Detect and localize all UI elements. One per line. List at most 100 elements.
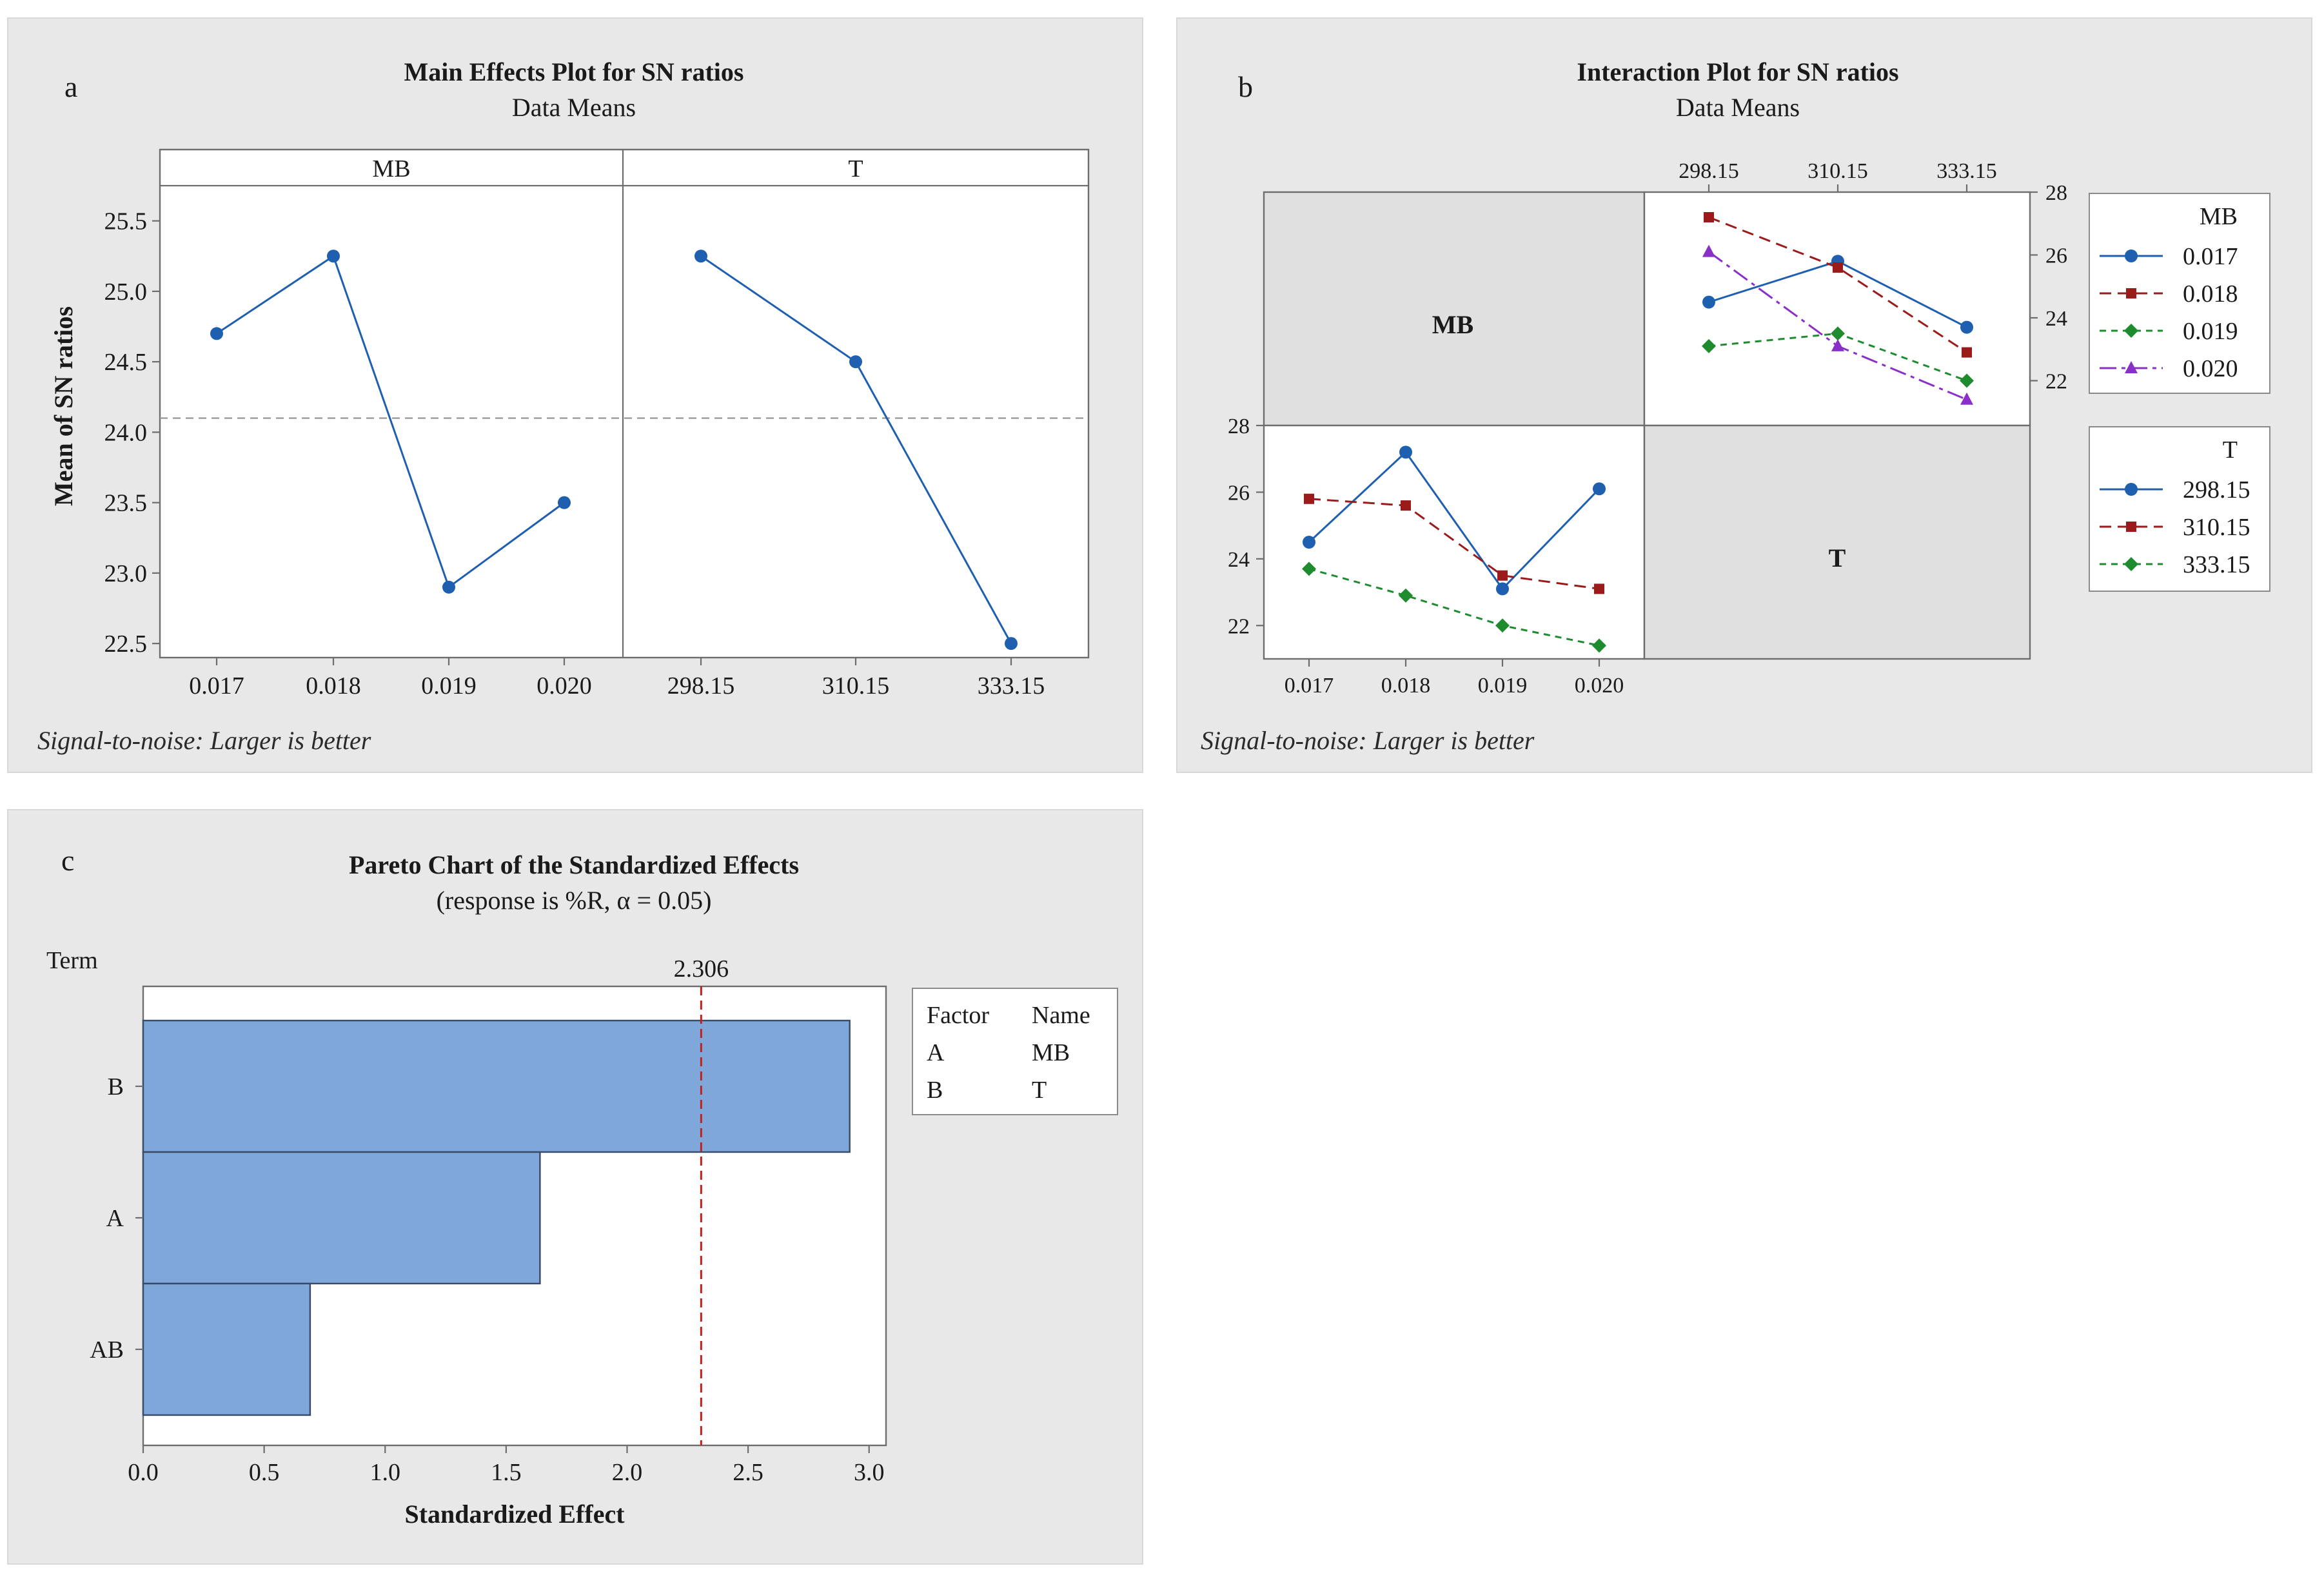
y-tick-label: 22.5 [104, 631, 148, 658]
data-point [1704, 212, 1714, 222]
data-point [1592, 638, 1606, 653]
data-point [1401, 500, 1411, 511]
data-point [327, 249, 340, 263]
data-point [1399, 588, 1413, 603]
panel-a-x-axis: 0.017 0.018 0.019 0.020 298.15 310.15 333.15 [189, 658, 1045, 699]
bottom-x-tick-label: 0.017 [1285, 674, 1334, 698]
diag-label-mb: MB [1432, 310, 1473, 339]
legend-item-label: 0.020 [2183, 355, 2238, 382]
panel-a-ylabel: Mean of SN ratios [49, 306, 78, 506]
legend-mb-box [2089, 193, 2270, 394]
factor-legend-row-a-factor: A [927, 1039, 945, 1066]
panel-b-axes: 298.15 310.15 333.15 22 24 26 28 0.017 0.018 0.01… [1228, 159, 2067, 698]
data-point [1960, 373, 1974, 388]
panel-a-title: Main Effects Plot for SN ratios [404, 57, 744, 86]
data-point [442, 580, 455, 594]
legend-swatch-marker [2125, 249, 2138, 262]
bar-a [142, 1151, 541, 1285]
factor-legend-header-factor: Factor [927, 1002, 989, 1029]
data-point [1304, 493, 1314, 504]
y-tick-label: 23.0 [104, 560, 148, 587]
data-point [1593, 482, 1606, 496]
y-tick-label: 25.5 [104, 208, 148, 235]
panel-b-series [1302, 212, 1974, 653]
legend-item-label: 333.15 [2183, 551, 2250, 578]
data-point [1960, 392, 1973, 405]
x-tick-label: 2.0 [612, 1459, 643, 1486]
panel-c-x-axis: 0.0 0.5 1.0 1.5 2.0 2.5 3.0 [128, 1445, 884, 1486]
panel-c-title: Pareto Chart of the Standardized Effects [349, 850, 799, 879]
legend-swatch-marker [2126, 288, 2136, 298]
y-tick-label: 23.5 [104, 490, 148, 517]
data-point [1497, 570, 1508, 581]
x-tick-label: 3.0 [854, 1459, 885, 1486]
panel-a-subtitle: Data Means [512, 93, 636, 122]
facet-label-mb: MB [372, 155, 410, 182]
factor-legend-row-a-name: MB [1032, 1039, 1070, 1066]
cell-mb-diagonal [1263, 191, 1646, 427]
legend-item-label: 0.017 [2183, 243, 2238, 270]
y-tick-label: 24.0 [104, 419, 148, 446]
legend-item-label: 298.15 [2183, 476, 2250, 504]
data-point [558, 496, 571, 509]
y-tick-label: 25.0 [104, 279, 148, 306]
x-tick-label: 333.15 [978, 672, 1045, 699]
top-x-tick-label: 333.15 [1936, 159, 1997, 183]
data-point [1833, 262, 1843, 273]
x-tick-label: 0.019 [421, 672, 477, 699]
x-tick-label: 0.018 [306, 672, 361, 699]
x-tick-label: 298.15 [667, 672, 735, 699]
data-point [1702, 295, 1715, 309]
left-y-tick-label: 26 [1228, 481, 1250, 505]
panel-a-series [210, 249, 1018, 650]
factor-legend-row-b-name: T [1032, 1077, 1047, 1104]
cell-bottom-left [1263, 424, 1646, 660]
factor-legend-header-name: Name [1032, 1002, 1090, 1029]
top-x-tick-label: 298.15 [1679, 159, 1739, 183]
data-point [1831, 338, 1844, 351]
x-tick-label: 1.5 [491, 1459, 522, 1486]
panel-b-title: Interaction Plot for SN ratios [1577, 57, 1898, 86]
right-y-tick-label: 28 [2045, 181, 2067, 205]
cell-top-right [1643, 191, 2031, 427]
bottom-x-tick-label: 0.018 [1381, 674, 1431, 698]
data-point [1702, 244, 1715, 257]
bar-ab [142, 1282, 311, 1416]
right-y-tick-label: 24 [2045, 307, 2067, 331]
panel-a-letter: a [64, 70, 77, 103]
legend-swatch-marker [2124, 557, 2138, 571]
mb-series-0.018 [1708, 216, 1967, 353]
top-x-tick-label: 310.15 [1807, 159, 1868, 183]
panel-b-letter: b [1238, 70, 1253, 103]
data-point [1303, 536, 1315, 549]
right-y-tick-label: 26 [2045, 244, 2067, 268]
facet-label-t: T [848, 155, 863, 182]
legend-item-label: 310.15 [2183, 514, 2250, 541]
y-tick-label: B [108, 1073, 124, 1100]
right-y-tick-label: 22 [2045, 370, 2067, 394]
factor-legend: Factor Name A MB B T [912, 988, 1118, 1115]
legend-item-label: 0.018 [2183, 280, 2238, 308]
legend-mb: MB 0.017 0.018 0.019 0.020 [2089, 193, 2270, 394]
data-point [849, 355, 862, 369]
t-series-298.15 [1308, 451, 1600, 591]
bottom-x-tick-label: 0.020 [1575, 674, 1624, 698]
legend-swatch-marker [2125, 483, 2138, 496]
x-tick-label: 0.5 [249, 1459, 280, 1486]
panel-c-pareto: c Pareto Chart of the Standardized Effec… [7, 809, 1143, 1565]
x-tick-label: 0.017 [189, 672, 244, 699]
legend-t-box [2089, 426, 2270, 592]
y-tick-label: AB [90, 1336, 124, 1364]
panel-a-y-axis: 22.5 23.0 23.5 24.0 24.5 25.0 25.5 [104, 208, 160, 658]
x-tick-label: 1.0 [369, 1459, 400, 1486]
panel-b-footnote: Signal-to-noise: Larger is better [1201, 726, 1535, 755]
t-series-333.15 [1308, 567, 1600, 647]
legend-mb-title: MB [2200, 203, 2238, 230]
panel-c-subtitle: (response is %R, α = 0.05) [437, 886, 712, 915]
panel-c-ylabel: Term [46, 947, 98, 974]
data-point [1594, 583, 1604, 594]
diag-label-t: T [1829, 543, 1846, 572]
left-y-tick-label: 24 [1228, 548, 1250, 572]
legend-item-label: 0.019 [2183, 318, 2238, 345]
